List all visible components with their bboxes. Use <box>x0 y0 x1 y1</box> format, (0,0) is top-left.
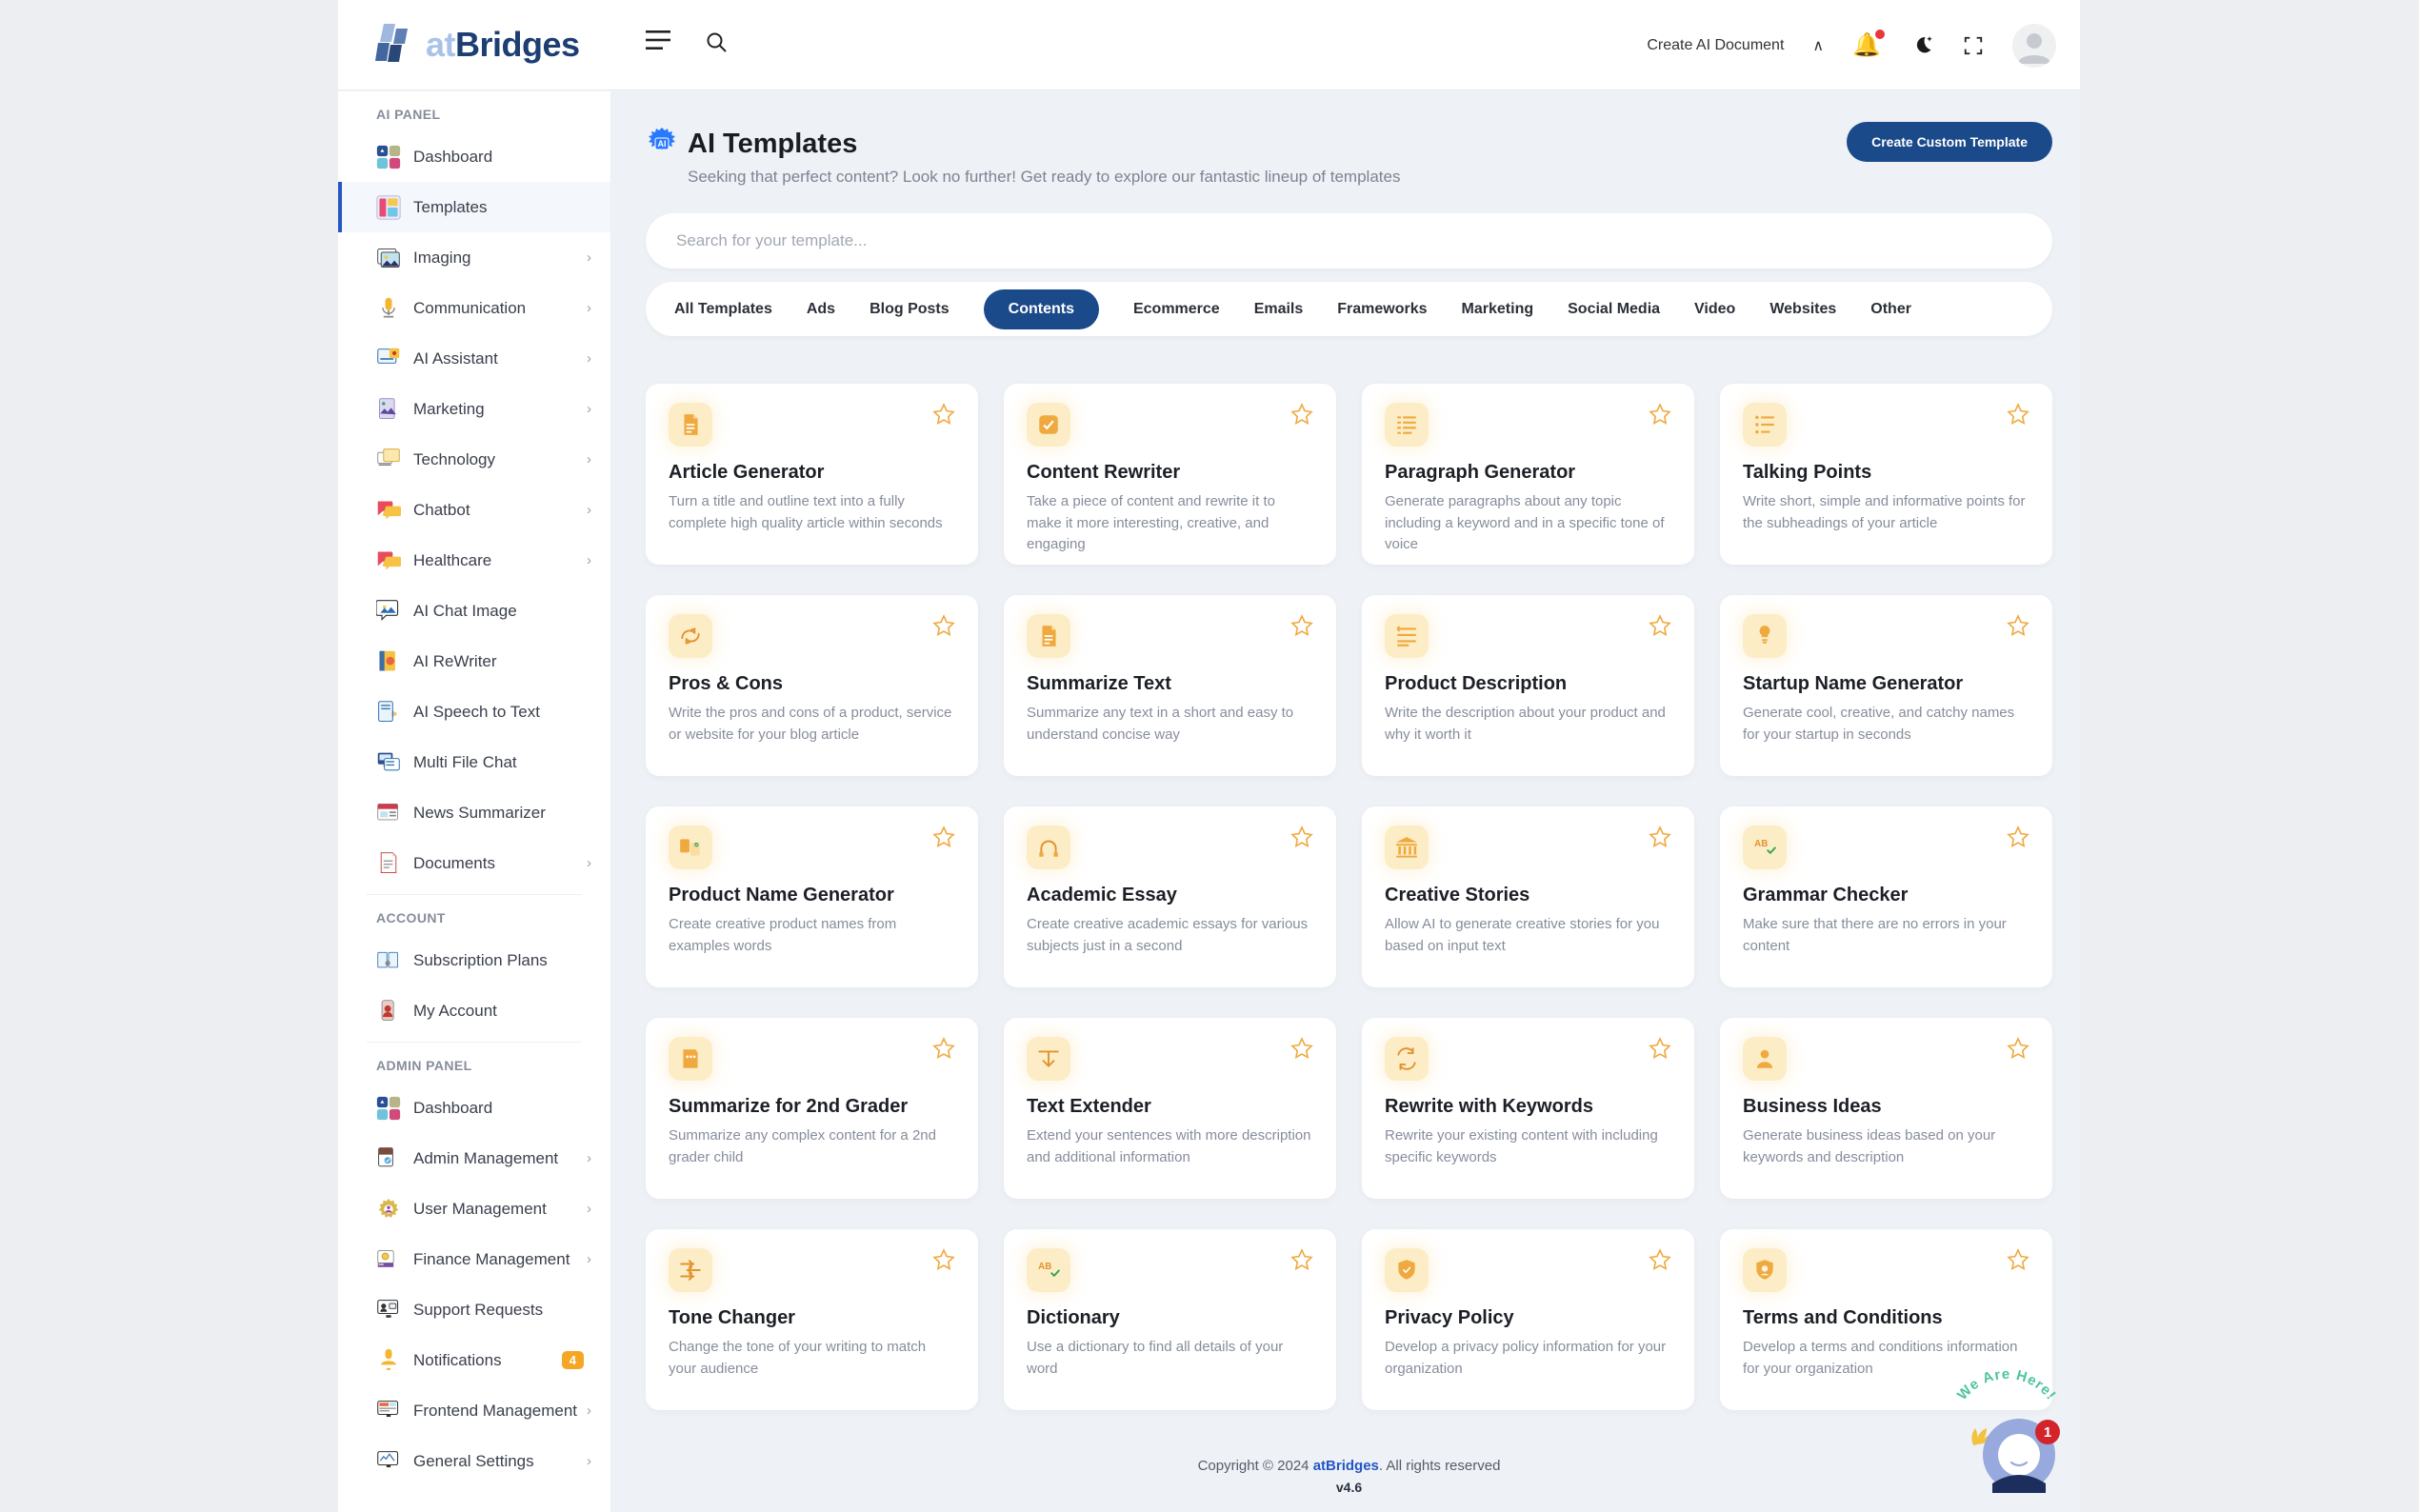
svg-text:1: 1 <box>2044 1424 2051 1441</box>
svg-text:We Are Here!: We Are Here! <box>1954 1366 2059 1403</box>
svg-text:AB: AB <box>1038 1262 1051 1272</box>
svg-text:AI: AI <box>658 139 667 149</box>
svg-text:AB: AB <box>1754 839 1768 849</box>
